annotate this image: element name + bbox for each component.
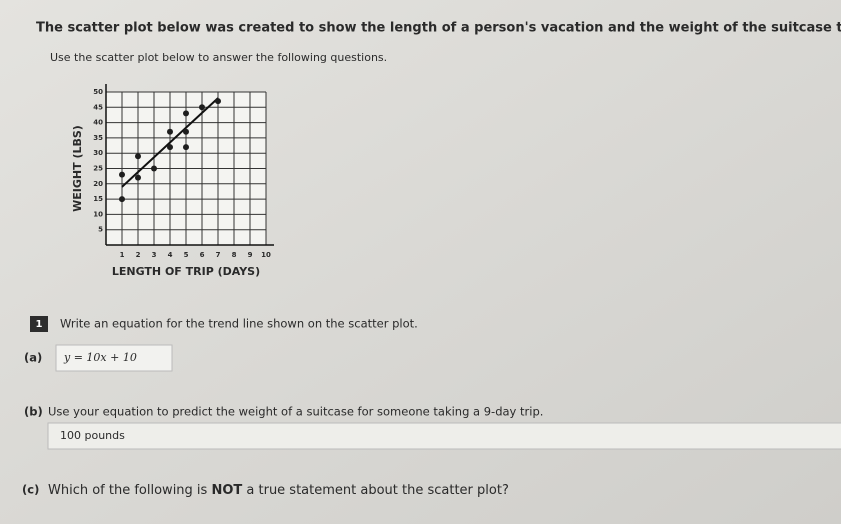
y-tick-label: 30	[93, 149, 103, 157]
trend-line	[121, 97, 219, 188]
x-tick-label: 6	[200, 251, 205, 259]
y-tick-label: 50	[93, 88, 103, 96]
question-badge	[30, 316, 48, 332]
answer-box	[55, 344, 173, 372]
x-tick-label: 9	[248, 251, 253, 259]
x-tick-label: 1	[120, 251, 125, 259]
text-run: Which of the following is	[48, 483, 211, 498]
point	[119, 196, 125, 203]
y-tick-label: 15	[93, 195, 103, 203]
point	[199, 104, 205, 111]
answer: 100 pounds	[60, 429, 125, 442]
part-text: Which of the following is NOT a true sta…	[48, 483, 509, 498]
answer-box	[47, 422, 841, 450]
y-tick-label: 10	[93, 210, 103, 218]
point	[183, 110, 189, 117]
x-tick-label: 8	[232, 251, 237, 259]
text-run: a true statement about the scatter plot?	[242, 483, 509, 498]
y-tick-label: 20	[93, 180, 103, 188]
part-label: (c)	[22, 483, 39, 497]
instruction: Use the scatter plot below to answer the…	[50, 51, 387, 64]
point	[183, 128, 189, 135]
point	[167, 144, 173, 151]
point	[119, 171, 125, 178]
x-tick-label: 7	[216, 251, 221, 259]
question-text: Write an equation for the trend line sho…	[60, 317, 418, 331]
x-tick-label: 4	[168, 251, 173, 259]
title: The scatter plot below was created to sh…	[36, 21, 841, 36]
y-tick-label: 40	[93, 119, 103, 127]
y-axis-label: WEIGHT (LBS)	[71, 125, 84, 212]
x-tick-label: 2	[136, 251, 141, 259]
x-axis-label: LENGTH OF TRIP (DAYS)	[112, 265, 260, 278]
y-tick-label: 25	[93, 165, 103, 173]
question-number: 1	[36, 319, 43, 330]
point	[215, 98, 221, 105]
point	[183, 144, 189, 151]
text-run: NOT	[211, 483, 242, 498]
point	[151, 165, 157, 172]
x-tick-label: 10	[261, 251, 271, 259]
y-tick-label: 35	[93, 134, 103, 142]
part-label: (b)	[24, 405, 43, 419]
y-tick-label: 45	[93, 103, 103, 111]
part-label: (a)	[24, 351, 42, 365]
point	[167, 128, 173, 135]
point	[135, 153, 141, 160]
x-tick-label: 3	[152, 251, 157, 259]
part-text: Use your equation to predict the weight …	[48, 405, 543, 419]
x-tick-label: 5	[184, 251, 189, 259]
point	[135, 174, 141, 181]
y-tick-label: 5	[98, 226, 103, 234]
answer: y = 10x + 10	[63, 351, 137, 364]
